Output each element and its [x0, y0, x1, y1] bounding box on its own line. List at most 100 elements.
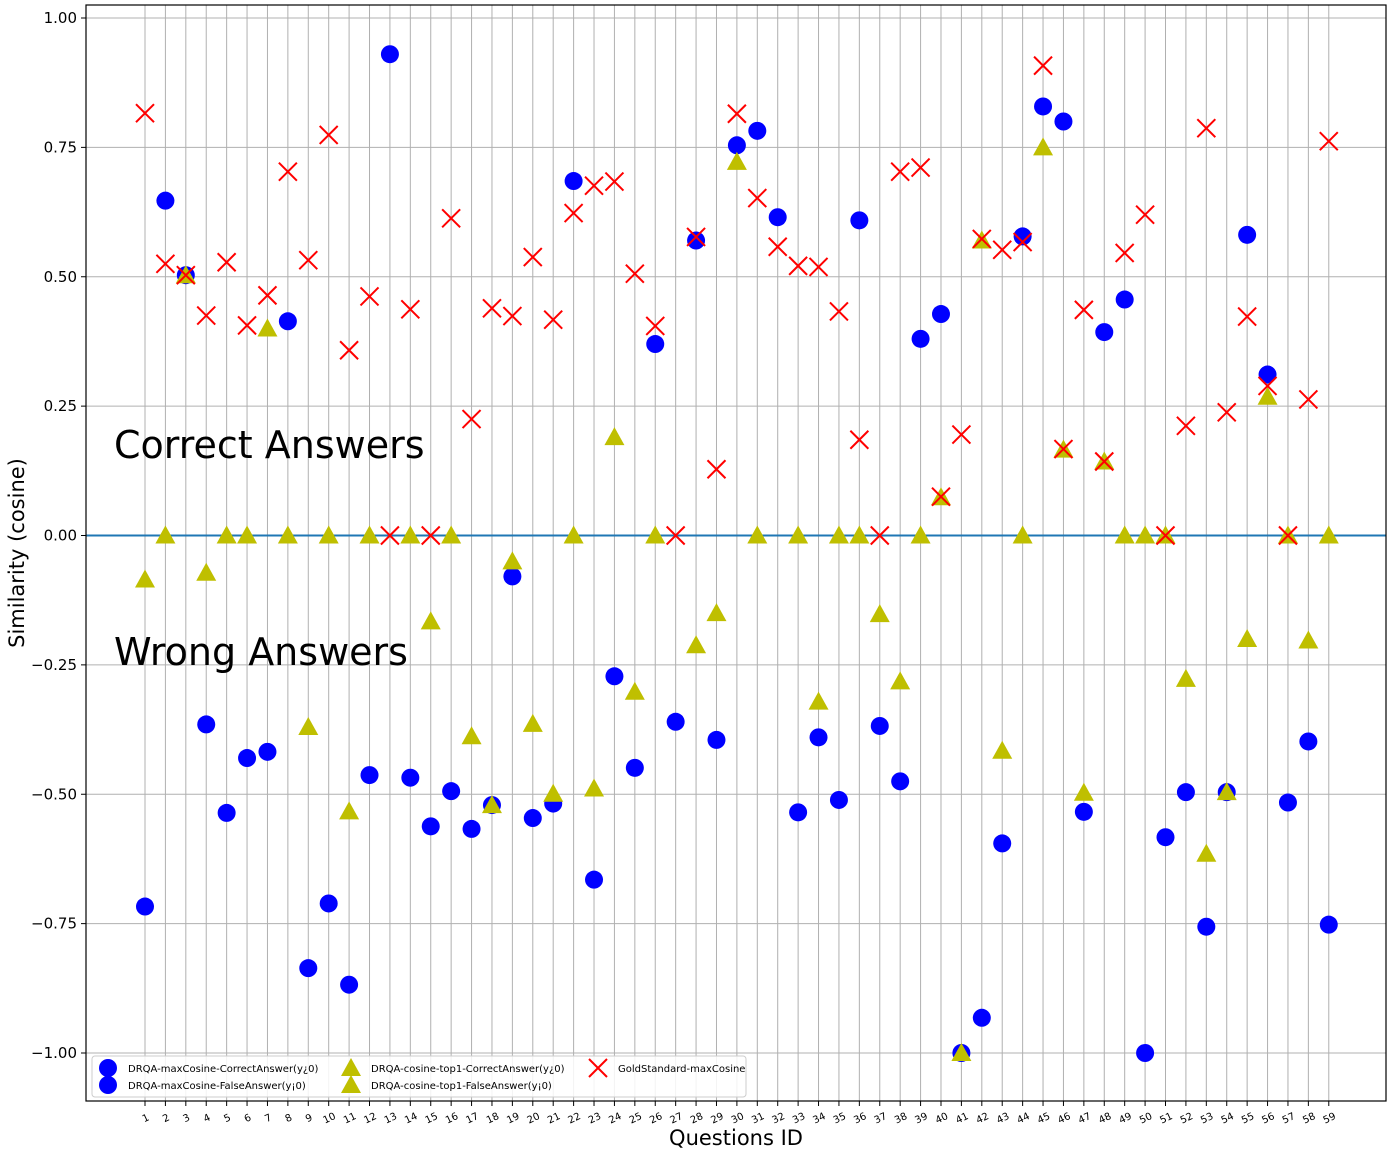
x-tick-label: 58: [1301, 1111, 1317, 1126]
x-tick-label: 45: [1036, 1111, 1052, 1126]
x-tick-label: 38: [893, 1111, 909, 1126]
x-tick-label: 21: [546, 1111, 562, 1126]
x-tick-label: 16: [444, 1111, 460, 1126]
x-tick-label: 14: [403, 1111, 419, 1126]
x-tick-label: 22: [566, 1111, 582, 1126]
data-point-s3-q11: [339, 801, 360, 820]
data-point-s4-q37: [870, 525, 890, 546]
data-point-s4-q14: [400, 299, 421, 320]
data-point-s1-q58: [1299, 732, 1318, 751]
data-point-s4-q51: [1155, 525, 1176, 546]
x-tick-label: 41: [954, 1111, 970, 1126]
data-point-s4-q26: [645, 316, 665, 336]
data-point-s0-q40: [931, 305, 950, 324]
data-point-s1-q35: [829, 790, 848, 809]
x-tick-label: 15: [424, 1111, 440, 1126]
data-point-s0-q8: [278, 312, 297, 331]
data-point-s3-q20: [522, 713, 543, 732]
data-point-s2-q30: [726, 151, 747, 170]
data-point-s3-q19: [502, 551, 523, 570]
data-point-s1-q19: [503, 567, 522, 586]
data-point-s1-q15: [421, 817, 440, 836]
data-point-s3-q41: [951, 1043, 972, 1061]
x-tick-label: 31: [750, 1111, 766, 1126]
data-point-s2-q33: [788, 525, 809, 544]
annotation-wrong-answers: Wrong Answers: [114, 630, 408, 674]
data-point-s3-q37: [869, 604, 890, 623]
data-point-s4-q22: [563, 203, 584, 223]
data-point-s4-q8: [278, 161, 298, 182]
data-point-s4-q2: [155, 254, 176, 274]
x-tick-label: 20: [526, 1111, 542, 1126]
data-point-s3-q53: [1196, 843, 1217, 862]
data-point-s3-q18: [481, 795, 502, 814]
data-point-s2-q6: [237, 525, 258, 544]
x-tick-label: 13: [383, 1111, 399, 1126]
x-tick-label: 6: [243, 1112, 253, 1125]
x-tick-label: 26: [648, 1111, 664, 1126]
y-tick-label: −1.00: [31, 1044, 77, 1062]
data-point-s4-q19: [502, 306, 523, 326]
data-point-s3-q58: [1298, 630, 1319, 649]
data-point-s1-q34: [809, 728, 828, 747]
y-tick-label: −0.75: [31, 915, 77, 933]
x-tick-label: 35: [832, 1111, 848, 1126]
x-tick-label: 18: [485, 1111, 501, 1126]
x-tick-label: 50: [1138, 1111, 1154, 1126]
data-point-s4-q53: [1196, 118, 1217, 138]
data-point-s4-q41: [951, 424, 972, 445]
x-tick-label: 17: [464, 1111, 480, 1126]
data-point-s4-q58: [1298, 389, 1319, 410]
x-tick-label: 12: [362, 1111, 378, 1126]
data-point-s4-q28: [686, 227, 706, 247]
data-point-s4-q20: [523, 247, 543, 267]
data-point-s0-q45: [1034, 97, 1053, 116]
data-point-s2-q24: [604, 427, 625, 446]
data-point-s1-q33: [789, 803, 808, 822]
data-point-s4-q12: [359, 286, 380, 307]
data-point-s4-q48: [1094, 451, 1114, 472]
x-axis-ticks: 1 2 3 4 5 6 7 8 9 10 11 12 13 14 15 16 17 18 19 20 21 22 23 24 2…: [141, 1101, 1338, 1126]
x-tick-label: 34: [811, 1111, 827, 1126]
x-tick-label: 46: [1056, 1111, 1072, 1126]
legend: DRQA-maxCosine-CorrectAnswer(y¿0) DRQA-ma…: [91, 1055, 747, 1098]
data-point-s2-q36: [849, 525, 870, 544]
data-point-s4-q11: [339, 340, 359, 360]
data-point-s4-q45: [1033, 55, 1053, 76]
data-point-s4-q25: [625, 263, 645, 284]
data-point-s2-q8: [277, 525, 298, 544]
data-point-s2-q35: [828, 525, 849, 544]
x-tick-label: 40: [934, 1111, 950, 1126]
data-point-s1-q4: [197, 715, 216, 734]
data-point-s4-q34: [808, 257, 829, 277]
data-point-s1-q17: [462, 819, 481, 838]
data-point-s1-q38: [891, 772, 910, 791]
data-point-s1-q59: [1319, 915, 1338, 934]
data-point-s4-q57: [1278, 525, 1298, 546]
x-tick-label: 39: [913, 1111, 929, 1126]
x-tick-label: 10: [322, 1111, 338, 1126]
x-tick-label: 55: [1240, 1111, 1256, 1126]
data-point-s4-q50: [1135, 204, 1155, 225]
data-point-s1-q29: [707, 730, 726, 749]
data-point-s4-q38: [890, 161, 910, 182]
data-point-s2-q16: [441, 525, 462, 544]
x-tick-label: 48: [1097, 1111, 1113, 1126]
data-point-s4-q13: [380, 525, 400, 546]
data-point-s4-q42: [972, 229, 992, 249]
legend-label-4: GoldStandard-maxCosine: [618, 1064, 745, 1075]
legend-marker-0: [99, 1059, 117, 1077]
legend-frame: [91, 1055, 747, 1098]
data-point-s4-q30: [727, 104, 747, 124]
data-point-s3-q1: [135, 569, 155, 588]
data-point-s2-q31: [747, 525, 768, 544]
legend-marker-1: [99, 1076, 117, 1094]
data-point-s4-q39: [910, 157, 931, 178]
data-point-s0-q22: [564, 172, 583, 191]
x-tick-label: 44: [1015, 1111, 1031, 1126]
x-tick-label: 32: [771, 1111, 787, 1126]
data-point-s2-q5: [216, 525, 237, 544]
x-tick-label: 42: [975, 1111, 991, 1126]
data-point-s1-q25: [625, 758, 644, 777]
